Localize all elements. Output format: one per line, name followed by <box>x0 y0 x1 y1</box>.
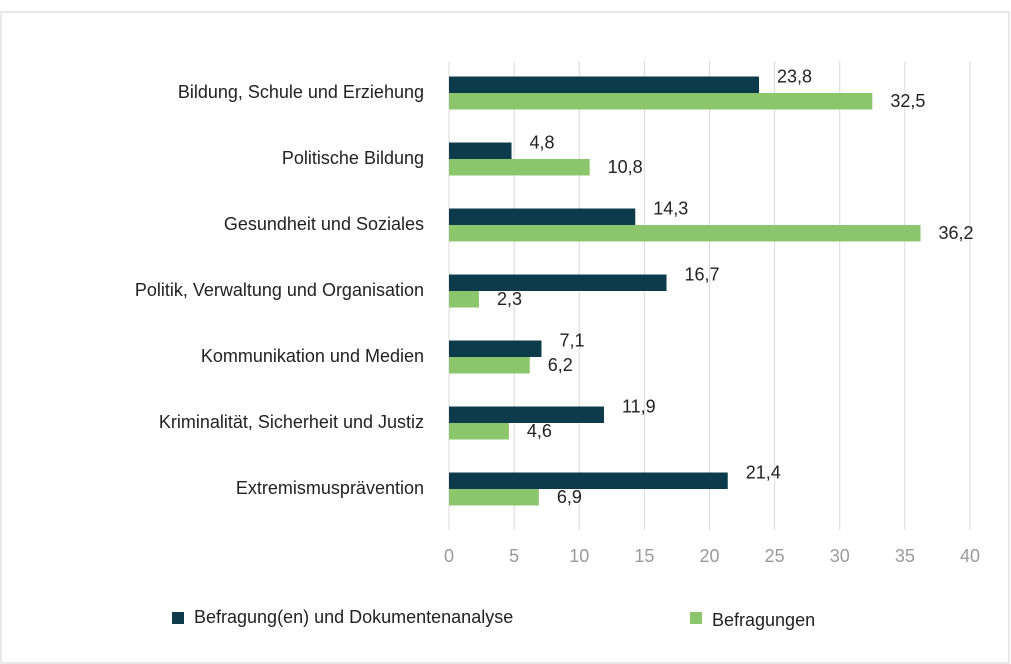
y-tick-label: Politik, Verwaltung und Organisation <box>135 280 424 300</box>
value-label: 11,9 <box>622 397 656 417</box>
bar <box>449 208 636 225</box>
bar <box>449 406 604 423</box>
value-label: 23,8 <box>777 67 812 87</box>
legend-label: Befragung(en) und Dokumentenanalyse <box>194 607 513 627</box>
value-label: 14,3 <box>653 199 688 219</box>
x-tick-label: 0 <box>444 546 454 566</box>
x-tick-label: 20 <box>699 546 719 566</box>
y-tick-label: Kommunikation und Medien <box>201 346 424 366</box>
x-tick-label: 30 <box>830 546 850 566</box>
value-label: 16,7 <box>685 265 720 285</box>
value-label: 32,5 <box>890 91 925 111</box>
legend-swatch <box>172 612 184 624</box>
bar <box>449 489 539 506</box>
y-tick-label: Politische Bildung <box>282 148 424 168</box>
y-tick-label: Bildung, Schule und Erziehung <box>178 82 424 102</box>
x-tick-label: 10 <box>569 546 589 566</box>
value-label: 36,2 <box>939 223 974 243</box>
value-label: 10,8 <box>608 157 643 177</box>
x-tick-label: 35 <box>895 546 915 566</box>
y-tick-label: Kriminalität, Sicherheit und Justiz <box>159 412 424 432</box>
bar <box>449 357 530 374</box>
legend-swatch <box>690 612 702 624</box>
value-label: 21,4 <box>746 463 781 483</box>
value-label: 4,8 <box>530 133 555 153</box>
bar <box>449 159 590 176</box>
bar <box>449 225 921 242</box>
bar <box>449 472 728 489</box>
value-label: 2,3 <box>497 289 522 309</box>
y-tick-label: Extremismusprävention <box>236 478 424 498</box>
value-label: 6,2 <box>548 355 573 375</box>
value-label: 7,1 <box>559 331 584 351</box>
bar <box>449 423 509 440</box>
bar <box>449 340 542 357</box>
value-label: 4,6 <box>527 421 552 441</box>
x-tick-label: 40 <box>960 546 980 566</box>
bar <box>449 76 759 93</box>
value-label: 6,9 <box>557 487 582 507</box>
x-tick-label: 15 <box>634 546 654 566</box>
legend-label: Befragungen <box>712 610 815 630</box>
x-tick-label: 5 <box>509 546 519 566</box>
bar <box>449 93 873 110</box>
chart-frame <box>0 11 1010 664</box>
bar <box>449 291 479 308</box>
bar <box>449 274 667 291</box>
bar <box>449 142 512 159</box>
x-tick-label: 25 <box>765 546 785 566</box>
y-tick-label: Gesundheit und Soziales <box>224 214 424 234</box>
